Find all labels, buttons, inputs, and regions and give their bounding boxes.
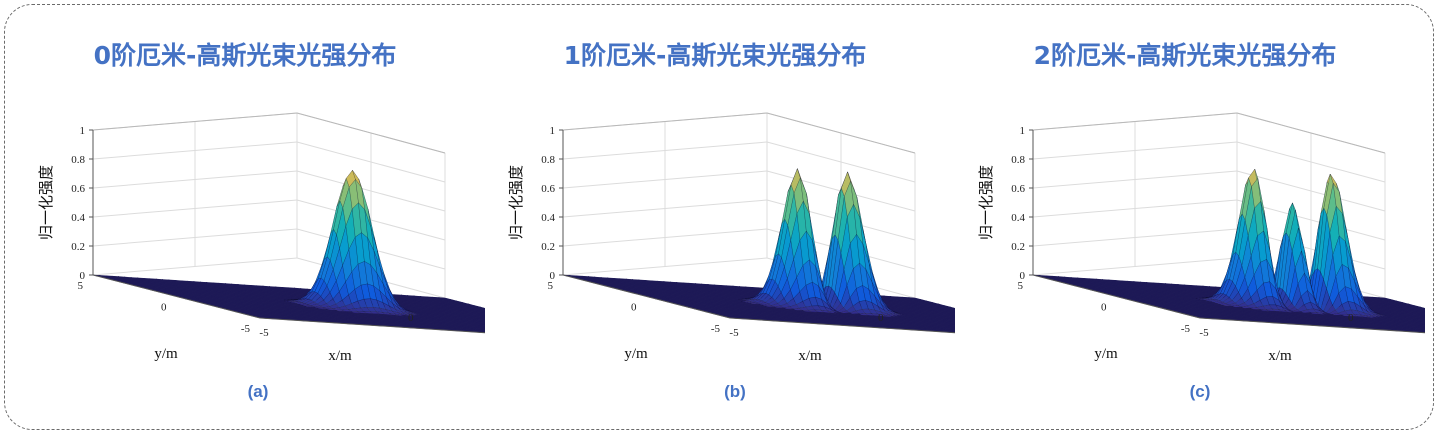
x-axis-label: x/m (328, 348, 352, 364)
chart-title: 0阶厄米-高斯光束光强分布 (93, 41, 397, 70)
y-axis-label: y/m (154, 346, 178, 362)
z-tick-label: 0.8 (71, 154, 85, 166)
chart-panel-2: 1阶厄米-高斯光束光强分布 0 0.2 0.4 0.6 0.8 1 归一化强度 5 0 -5 y/m -… (475, 0, 955, 435)
figure-frame (4, 4, 1434, 430)
z-tick-label: 0.2 (71, 241, 85, 253)
surface-cell (483, 309, 485, 312)
x-tick-label: -5 (259, 327, 269, 339)
chart-panel-1: 0阶厄米-高斯光束光强分布 0 0.2 0.4 0.6 0.8 1 归一化强度 5 0 -5 y/m -… (5, 0, 485, 435)
surface-mesh (92, 169, 485, 334)
y-tick-label: 0 (161, 302, 167, 314)
y-tick-label: 5 (78, 280, 84, 292)
panel-caption: (a) (247, 382, 269, 401)
surface-mesh (562, 168, 955, 334)
y-tick-label: -5 (241, 323, 251, 335)
x-tick-label: 0 (408, 312, 414, 324)
z-axis-label: 归一化强度 (38, 165, 55, 240)
box-top-edge (92, 112, 446, 154)
z-tick-label: 0.6 (71, 183, 85, 195)
z-tick-label: 1 (80, 125, 86, 137)
box-top-edge (562, 112, 916, 154)
surface-cell (483, 308, 485, 310)
z-tick-label: 0.4 (71, 212, 85, 224)
